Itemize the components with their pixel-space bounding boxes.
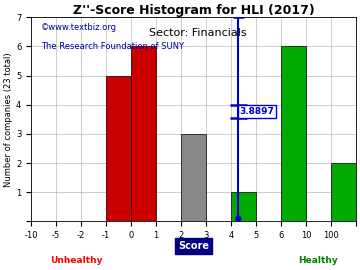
Text: Healthy: Healthy bbox=[298, 256, 338, 265]
Title: Z''-Score Histogram for HLI (2017): Z''-Score Histogram for HLI (2017) bbox=[73, 4, 314, 17]
Text: Sector: Financials: Sector: Financials bbox=[149, 28, 247, 38]
Text: 3.8897: 3.8897 bbox=[240, 107, 275, 116]
Text: Score: Score bbox=[178, 241, 209, 251]
Bar bbox=[181, 134, 206, 221]
Text: ©www.textbiz.org: ©www.textbiz.org bbox=[41, 23, 117, 32]
Text: Unhealthy: Unhealthy bbox=[50, 256, 102, 265]
Bar bbox=[131, 46, 156, 221]
Bar bbox=[281, 46, 306, 221]
Text: The Research Foundation of SUNY: The Research Foundation of SUNY bbox=[41, 42, 184, 51]
Y-axis label: Number of companies (23 total): Number of companies (23 total) bbox=[4, 52, 13, 187]
Bar bbox=[106, 76, 131, 221]
Bar bbox=[331, 163, 356, 221]
Bar bbox=[231, 192, 256, 221]
